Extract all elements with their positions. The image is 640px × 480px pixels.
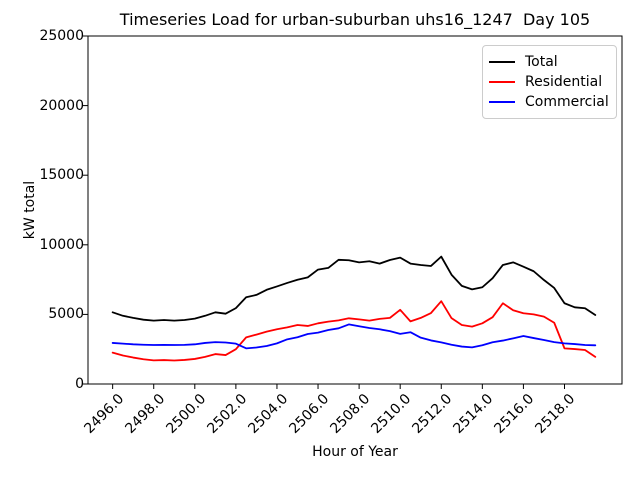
- total-line-swatch: [489, 61, 515, 63]
- total-line: [111, 255, 597, 322]
- legend: Total Residential Commercial: [482, 45, 617, 119]
- commercial-line-swatch: [489, 101, 515, 103]
- residential-line: [111, 300, 597, 362]
- y-tick-label: 20000: [39, 97, 84, 114]
- y-tick-label: 10000: [39, 236, 84, 253]
- residential-line-swatch: [489, 81, 515, 83]
- y-tick-label: 15000: [39, 167, 84, 184]
- chart-title: Timeseries Load for urban-suburban uhs16…: [119, 10, 591, 29]
- legend-label-total: Total: [525, 54, 558, 70]
- commercial-line: [111, 323, 597, 350]
- y-tick-label: 25000: [39, 28, 84, 44]
- axes-frame: [87, 35, 623, 385]
- legend-label-residential: Residential: [525, 74, 603, 90]
- legend-label-commercial: Commercial: [525, 94, 609, 110]
- x-axis-label: Hour of Year: [312, 444, 398, 460]
- legend-entry-total: Total: [489, 52, 608, 72]
- y-tick-label: 5000: [48, 306, 84, 323]
- legend-entry-residential: Residential: [489, 72, 608, 92]
- legend-entry-commercial: Commercial: [489, 92, 609, 112]
- y-tick-label: 0: [75, 376, 84, 392]
